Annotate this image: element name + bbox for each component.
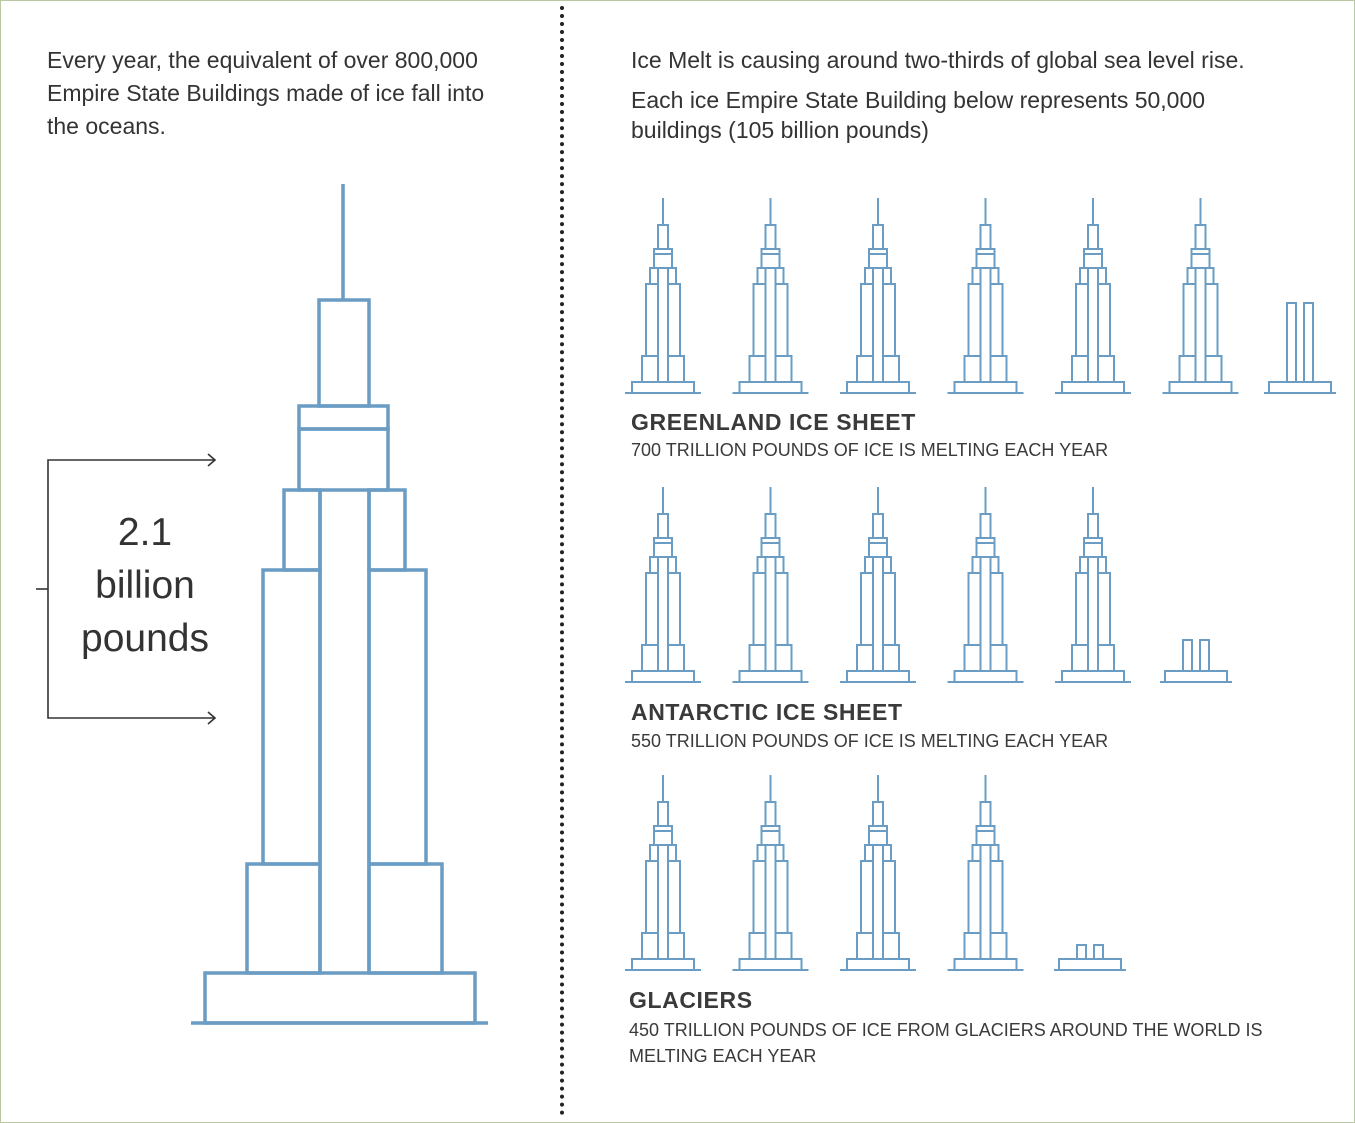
building-icon-antarctic-4 (947, 487, 1024, 683)
left-intro-text: Every year, the equivalent of over 800,0… (47, 47, 485, 139)
big-label-number: 2.1 (117, 511, 173, 554)
big-building-label: 2.1 billion pounds (60, 506, 230, 665)
group-title-glaciers: GLACIERS (629, 987, 753, 1013)
right-intro-line1: Ice Melt is causing around two-thirds of… (631, 47, 1245, 73)
building-icon-glaciers-4 (947, 775, 1024, 971)
partial-building-icon-antarctic (1160, 639, 1232, 683)
big-building-icon (191, 184, 488, 1025)
building-icon-antarctic-1 (625, 487, 701, 683)
partial-building-icon-greenland (1264, 302, 1336, 394)
building-icon-greenland-2 (732, 198, 809, 394)
building-icon-antarctic-3 (840, 487, 916, 683)
right-intro: Ice Melt is causing around two-thirds of… (631, 44, 1281, 153)
group-subtitle-glaciers: 450 TRILLION POUNDS OF ICE FROM GLACIERS… (629, 1020, 1263, 1066)
height-bracket (36, 453, 217, 725)
big-label-unit: billion (95, 564, 195, 607)
building-icon-greenland-6 (1162, 198, 1239, 394)
group-title-antarctic: ANTARCTIC ICE SHEET (631, 699, 903, 725)
group-subtitle-greenland: 700 TRILLION POUNDS OF ICE IS MELTING EA… (631, 440, 1109, 460)
building-icon-greenland-5 (1055, 198, 1131, 394)
group-title-greenland: GREENLAND ICE SHEET (631, 409, 916, 435)
building-icon-greenland-4 (947, 198, 1024, 394)
group-subtitle-antarctic: 550 TRILLION POUNDS OF ICE IS MELTING EA… (631, 731, 1109, 751)
right-intro-line2: Each ice Empire State Building below rep… (631, 87, 1206, 143)
building-icon-glaciers-2 (732, 775, 809, 971)
building-icon-glaciers-3 (840, 775, 916, 971)
building-icon-greenland-1 (625, 198, 701, 394)
partial-building-icon-glaciers (1054, 944, 1126, 971)
building-icon-glaciers-1 (625, 775, 701, 971)
building-icon-antarctic-2 (732, 487, 809, 683)
building-icon-antarctic-5 (1055, 487, 1131, 683)
building-icon-greenland-3 (840, 198, 916, 394)
dotted-divider (560, 6, 564, 1116)
big-label-unit2: pounds (81, 617, 209, 660)
